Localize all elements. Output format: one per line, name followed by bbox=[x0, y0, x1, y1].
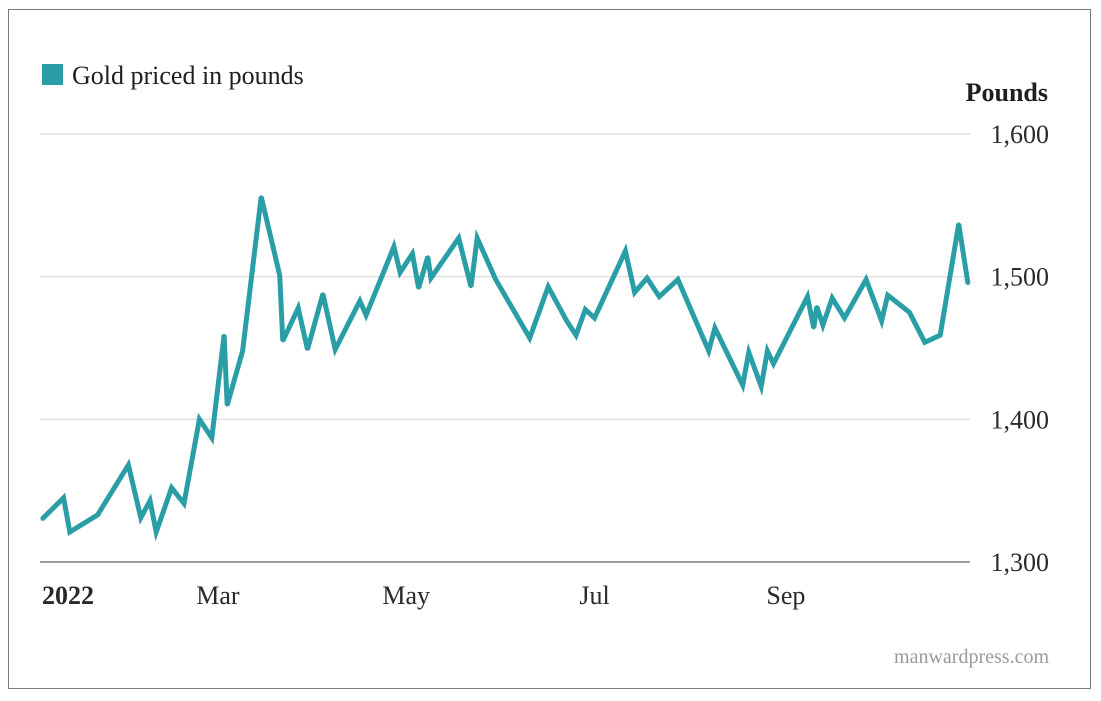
data-point bbox=[225, 403, 229, 407]
data-point bbox=[457, 236, 461, 240]
data-point bbox=[772, 362, 775, 366]
data-point bbox=[126, 463, 130, 467]
data-point bbox=[923, 340, 927, 344]
data-point bbox=[633, 290, 637, 294]
x-tick-label: Jul bbox=[579, 581, 609, 610]
data-point bbox=[713, 326, 717, 330]
data-point bbox=[417, 286, 421, 290]
data-point bbox=[583, 308, 587, 311]
data-point bbox=[565, 319, 569, 323]
y-axis-label: Pounds bbox=[966, 78, 1048, 107]
data-point bbox=[148, 499, 152, 503]
legend-swatch bbox=[42, 64, 63, 85]
data-point bbox=[475, 236, 479, 240]
data-point bbox=[241, 349, 245, 353]
data-point bbox=[281, 339, 285, 343]
data-point bbox=[623, 249, 627, 253]
data-point bbox=[593, 316, 596, 320]
data-point bbox=[806, 295, 809, 299]
y-axis-ticks: 1,300 1,400 1,500 1,600 bbox=[991, 120, 1050, 577]
data-point bbox=[278, 273, 282, 277]
data-point bbox=[546, 285, 550, 289]
x-tick-label: 2022 bbox=[42, 581, 94, 610]
data-point bbox=[68, 530, 72, 534]
data-point bbox=[40, 517, 44, 521]
data-point bbox=[306, 347, 309, 351]
data-point bbox=[139, 516, 143, 520]
data-point bbox=[296, 306, 300, 310]
data-point bbox=[410, 252, 414, 256]
chart-frame bbox=[8, 9, 1091, 689]
legend-label: Gold priced in pounds bbox=[72, 61, 304, 90]
data-point bbox=[957, 222, 961, 226]
data-point bbox=[197, 417, 201, 421]
data-point bbox=[707, 349, 711, 353]
data-point bbox=[812, 326, 816, 330]
data-point bbox=[830, 296, 834, 300]
data-point bbox=[170, 486, 174, 490]
data-point bbox=[821, 323, 825, 327]
x-tick-label: May bbox=[382, 581, 430, 610]
data-point bbox=[815, 305, 819, 309]
data-point bbox=[886, 293, 890, 297]
gridlines bbox=[40, 133, 970, 563]
data-point bbox=[210, 436, 214, 440]
data-point bbox=[741, 383, 745, 387]
data-point bbox=[880, 319, 884, 323]
x-tick-label: Sep bbox=[766, 581, 805, 610]
data-point bbox=[154, 530, 158, 534]
data-point bbox=[358, 299, 362, 303]
data-point bbox=[765, 349, 769, 353]
y-tick-label: 1,500 bbox=[991, 263, 1050, 292]
y-tick-label: 1,300 bbox=[991, 548, 1050, 577]
data-point bbox=[864, 278, 868, 281]
series-line-gold-price bbox=[40, 196, 971, 542]
data-point bbox=[907, 310, 911, 314]
data-point bbox=[429, 276, 433, 280]
data-point bbox=[494, 278, 498, 281]
data-point bbox=[398, 270, 402, 274]
y-tick-label: 1,400 bbox=[991, 405, 1050, 434]
data-point bbox=[759, 385, 763, 388]
x-tick-label: Mar bbox=[196, 581, 240, 610]
data-point bbox=[574, 333, 578, 337]
data-point bbox=[259, 195, 263, 199]
source-credit: manwardpress.com bbox=[894, 646, 1049, 668]
series-layer bbox=[40, 195, 971, 542]
data-point bbox=[645, 276, 649, 280]
data-point bbox=[966, 282, 970, 286]
data-point bbox=[333, 347, 337, 351]
data-point bbox=[222, 333, 226, 337]
data-point bbox=[96, 513, 100, 517]
data-point bbox=[938, 333, 942, 337]
y-tick-label: 1,600 bbox=[991, 120, 1050, 149]
data-point bbox=[392, 245, 396, 249]
data-point bbox=[469, 285, 473, 289]
x-axis-ticks: 2022 Mar May Jul Sep bbox=[42, 581, 805, 610]
data-point bbox=[62, 496, 66, 500]
data-point bbox=[657, 295, 661, 299]
data-point bbox=[747, 350, 751, 354]
data-point bbox=[528, 336, 532, 340]
data-point bbox=[321, 292, 325, 296]
data-point bbox=[182, 502, 186, 505]
data-point bbox=[676, 278, 680, 281]
data-point bbox=[364, 313, 368, 317]
data-point bbox=[426, 255, 430, 259]
data-point bbox=[843, 316, 846, 320]
